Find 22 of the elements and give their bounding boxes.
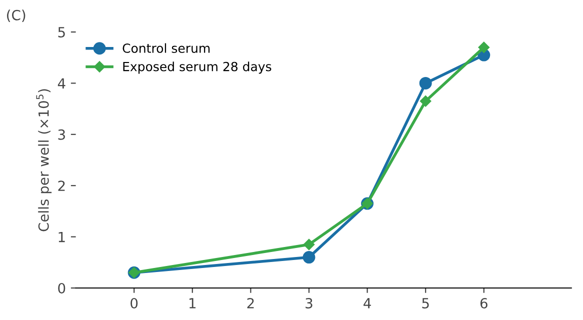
y-tick-label: 0 [58, 282, 66, 294]
y-tick-label: 2 [58, 180, 65, 191]
point [303, 238, 315, 250]
y-tick-label: 3 [58, 129, 65, 140]
y-tick-label: 4 [58, 78, 66, 88]
y-tick-label: 1 [58, 232, 65, 242]
point [302, 251, 316, 264]
x-tick-label: 4 [364, 298, 371, 308]
legend-label: Control serum [122, 43, 210, 53]
x-tick-label: 2 [247, 298, 254, 308]
point [419, 76, 432, 90]
x-tick-label: 6 [480, 298, 488, 308]
x-tick-label: 3 [306, 298, 312, 308]
legend-label: Exposed serum 28 days [123, 62, 272, 74]
y-tick-label: 5 [58, 27, 65, 38]
y-axis-title: Cells per well (×10$^{5}$) [36, 89, 52, 232]
x-tick-label: 0 [130, 298, 138, 308]
point [478, 42, 490, 53]
x-tick-label: 5 [422, 298, 429, 308]
point [420, 96, 432, 107]
text: (C) [7, 10, 26, 22]
x-tick-label: 1 [189, 298, 196, 308]
